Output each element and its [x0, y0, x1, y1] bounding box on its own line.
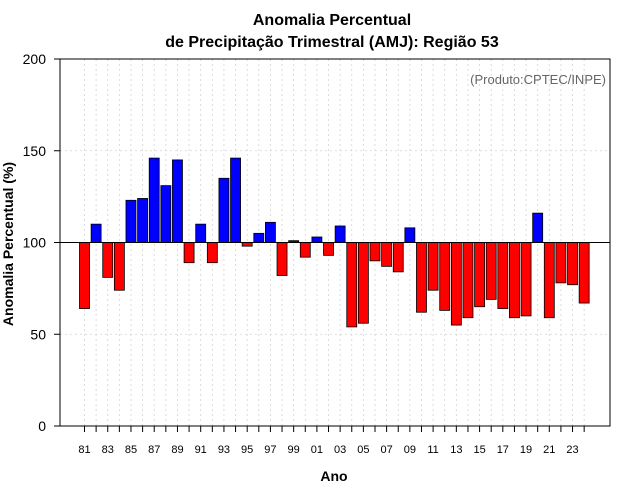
bar-1983	[102, 242, 114, 278]
bar-1982	[90, 223, 102, 243]
bar-2011	[427, 242, 439, 291]
bar-1995	[241, 242, 253, 247]
x-tick-label: 95	[241, 444, 253, 456]
y-tick-label: 150	[23, 143, 47, 159]
x-tick-label: 13	[450, 444, 462, 456]
bar-2002	[323, 242, 334, 256]
bar-1998	[276, 242, 288, 276]
grid	[60, 59, 610, 426]
y-tick-label: 0	[38, 418, 46, 434]
bar-2007	[381, 242, 393, 267]
chart-title-line-2: de Precipitação Trimestral (AMJ): Região…	[165, 34, 499, 51]
y-axis-label: Anomalia Percentual (%)	[0, 162, 16, 326]
bar-1990	[183, 242, 195, 264]
y-tick-label: 50	[30, 326, 46, 342]
x-tick-label: 89	[171, 444, 183, 456]
bar-1996	[253, 232, 265, 243]
x-axis-label: Ano	[320, 468, 347, 484]
x-tick-label: 87	[148, 444, 160, 456]
x-tick-label: 07	[380, 444, 392, 456]
bar-1992	[206, 242, 218, 264]
bar-1997	[265, 221, 276, 243]
bar-2014	[462, 242, 474, 319]
bar-1986	[137, 198, 149, 243]
bar-1984	[113, 242, 125, 291]
x-axis: 81 83 85 87 89 91 93 95 97 99 01 03 05 07 09 11 13 15 17 19…	[78, 426, 585, 456]
bar-2003	[334, 225, 346, 243]
x-tick-label: 81	[78, 444, 90, 456]
x-tick-label: 11	[427, 444, 438, 456]
bar-1985	[125, 199, 137, 243]
x-tick-label: 15	[473, 444, 485, 456]
bar-2009	[404, 227, 416, 243]
bar-2012	[439, 242, 451, 311]
x-tick-label: 09	[404, 444, 416, 456]
chart-title-line-1: Anomalia Percentual	[253, 12, 411, 29]
x-tick-label: 85	[125, 444, 137, 456]
bar-2023	[567, 242, 578, 286]
bar-2018	[509, 242, 520, 319]
x-tick-label: 17	[497, 444, 509, 456]
x-tick-label: 91	[195, 444, 207, 456]
bar-1994	[230, 157, 241, 243]
bar-2008	[392, 242, 404, 273]
x-tick-label: 99	[288, 444, 300, 456]
x-tick-label: 05	[357, 444, 369, 456]
bar-2004	[346, 242, 358, 328]
x-tick-label: 19	[520, 444, 532, 456]
bar-2010	[416, 242, 427, 313]
credit-label: (Produto:CPTEC/INPE)	[470, 72, 606, 87]
y-tick-label: 200	[23, 51, 47, 67]
x-tick-label: 93	[218, 444, 230, 456]
bar-1991	[195, 223, 207, 243]
x-tick-label: 23	[566, 444, 578, 456]
x-tick-label: 21	[543, 444, 555, 456]
y-axis: 0 50 100 150 200	[23, 51, 60, 434]
bar-1987	[148, 157, 160, 243]
bar-1993	[218, 177, 230, 243]
x-tick-label: 03	[334, 444, 346, 456]
bar-2024	[578, 242, 590, 304]
bar-2020	[532, 212, 544, 243]
bar-2017	[497, 242, 509, 309]
bar-2000	[299, 242, 311, 258]
bars	[79, 157, 590, 328]
bar-2015	[474, 242, 485, 308]
bar-2001	[311, 236, 323, 243]
x-tick-label: 01	[311, 444, 323, 456]
x-tick-label: 83	[102, 444, 114, 456]
bar-2006	[369, 242, 381, 262]
bar-1981	[79, 242, 90, 309]
y-tick-label: 100	[23, 235, 47, 251]
x-tick-label: 97	[264, 444, 276, 456]
bar-2016	[485, 242, 497, 300]
bar-2005	[357, 242, 369, 324]
bar-2021	[543, 242, 555, 319]
bar-1988	[160, 185, 172, 243]
bar-2019	[520, 242, 532, 317]
bar-1989	[172, 159, 183, 243]
bar-2022	[555, 242, 567, 284]
bar-2013	[450, 242, 462, 326]
